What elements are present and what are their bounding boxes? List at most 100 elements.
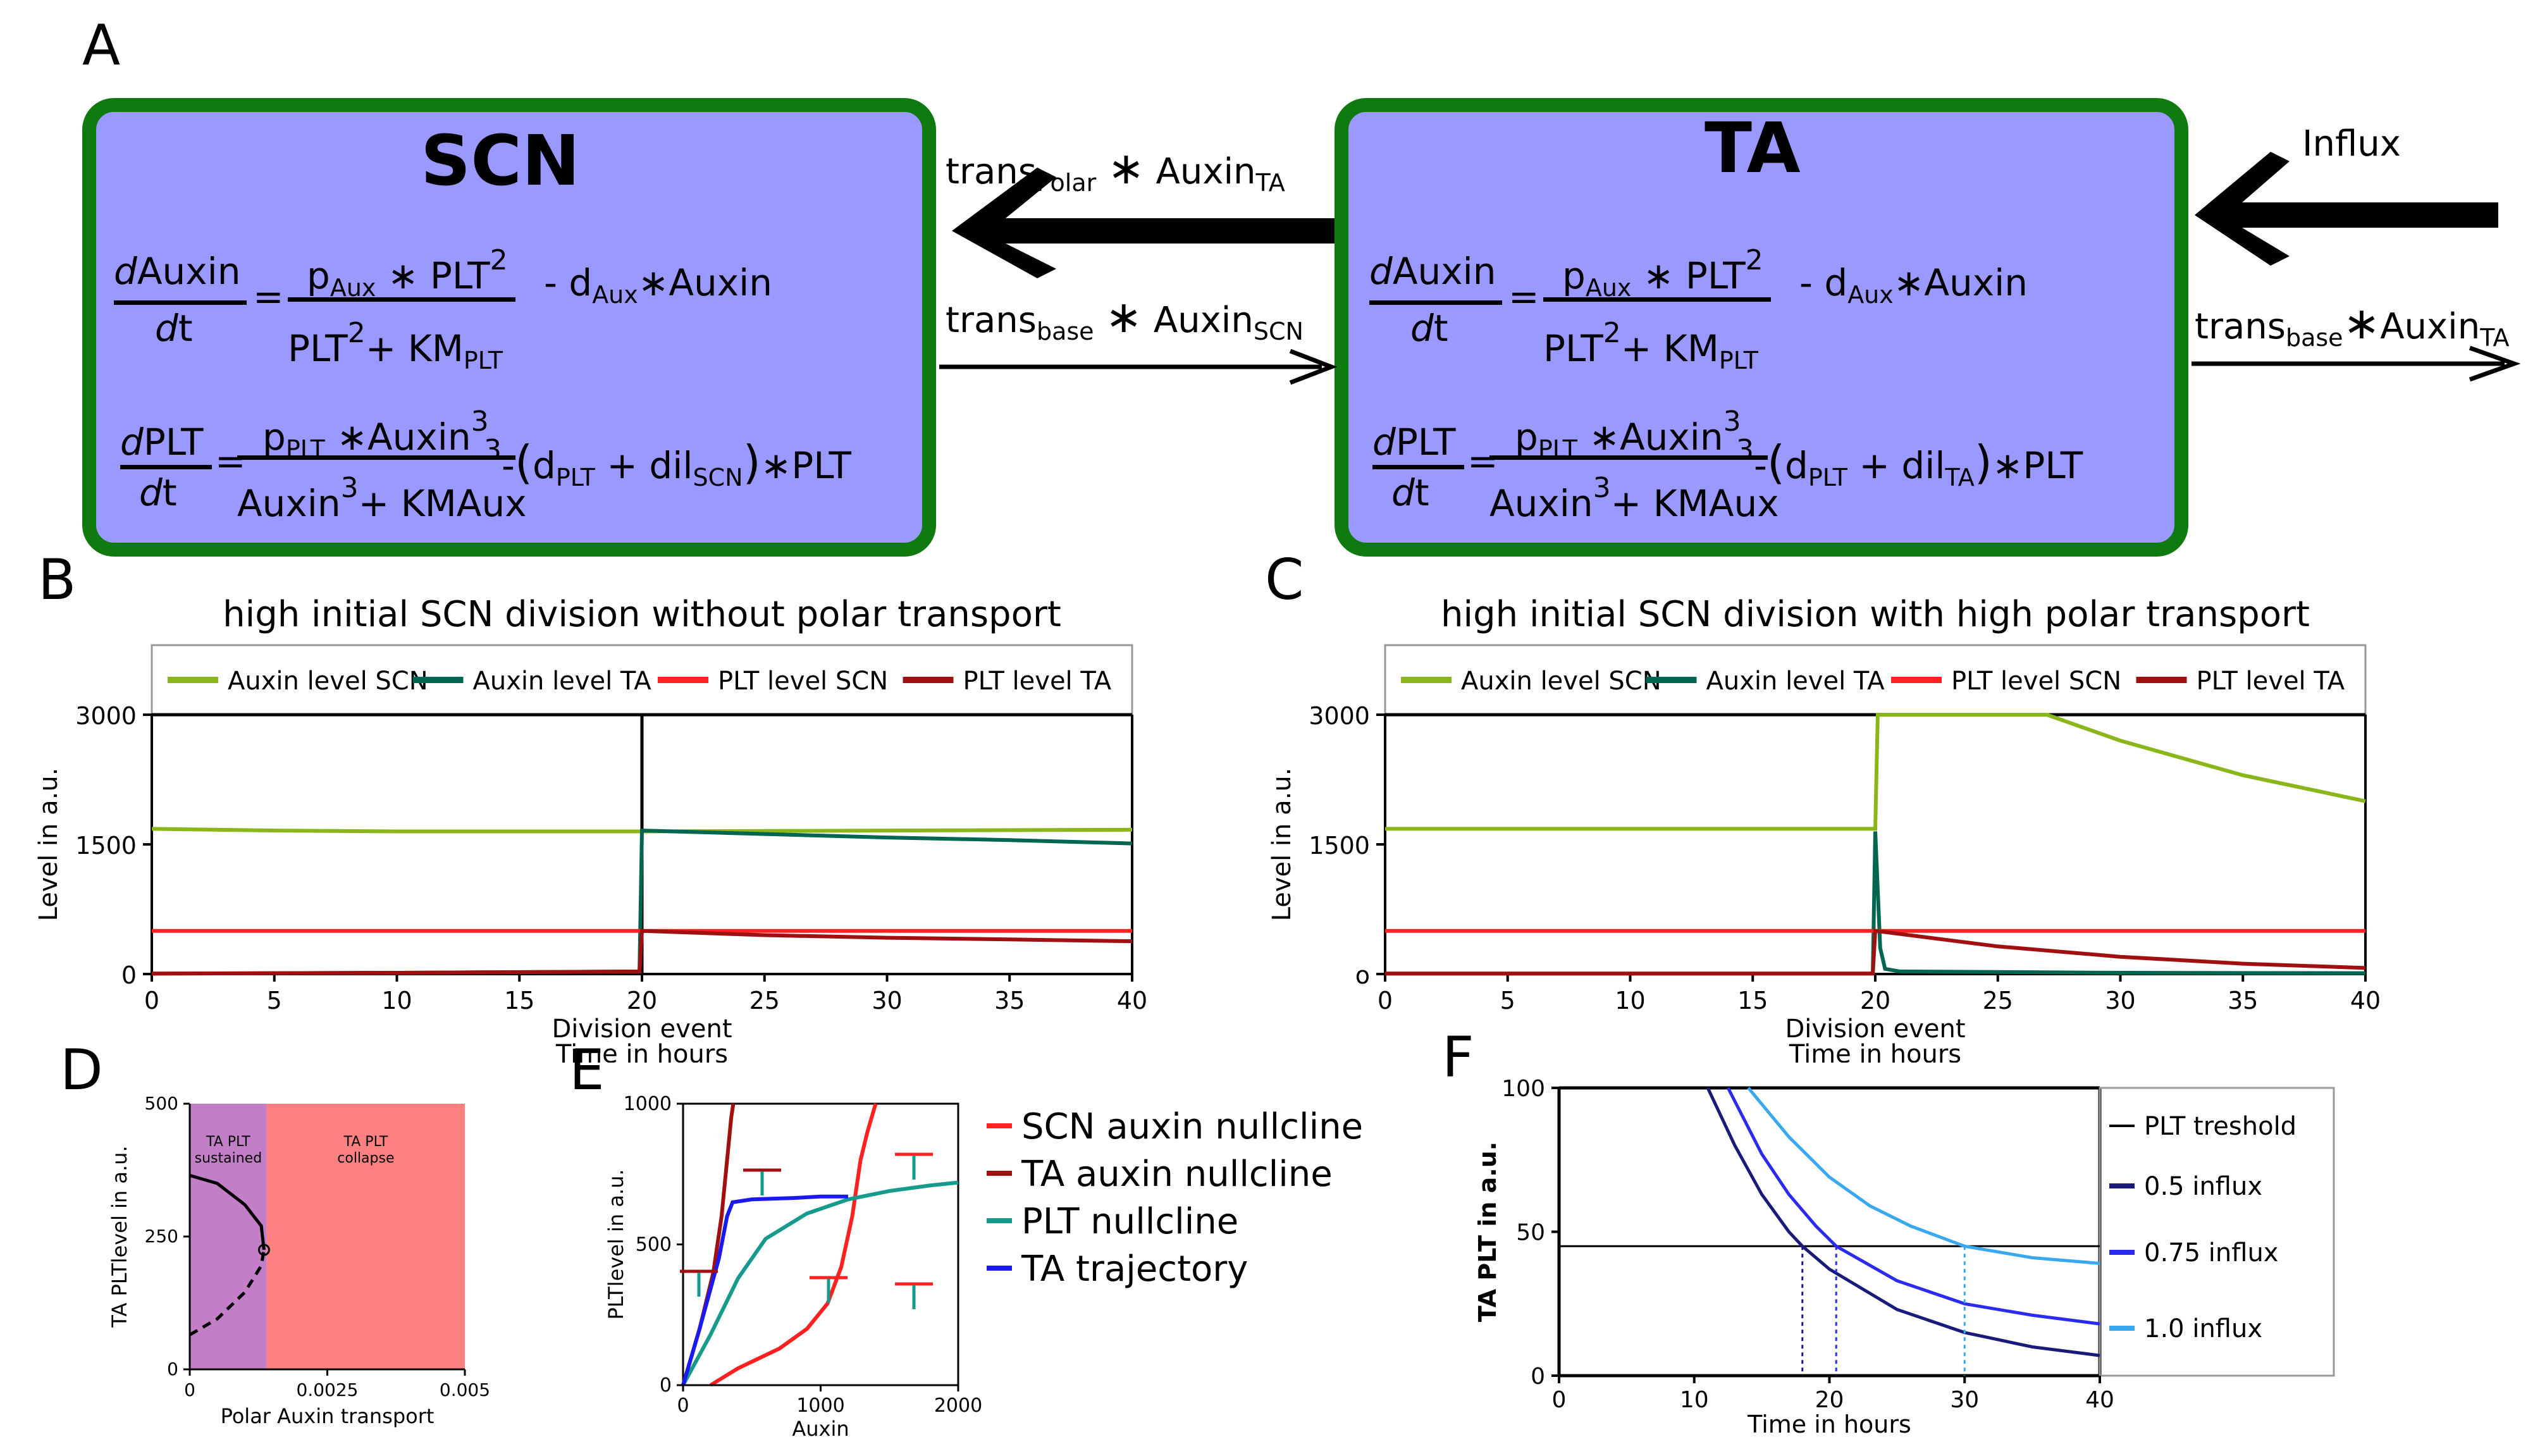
x-tick-label: 15 — [504, 987, 534, 1015]
y-axis-label: Level in a.u. — [34, 768, 63, 922]
panel-label-e: E — [569, 1037, 605, 1102]
x-tick-label: 40 — [2350, 987, 2381, 1015]
y-tick-label: 1500 — [1309, 832, 1370, 860]
legend-box — [2099, 1087, 2335, 1377]
ta-auxin-km: Auxin3+ KMAux — [1489, 472, 1779, 525]
scn-title: SCN — [421, 120, 581, 201]
x-tick-label: 25 — [749, 987, 780, 1015]
ta-box — [1335, 98, 2188, 557]
influx-curve-2 — [1747, 1087, 2100, 1265]
x-axis-label: Time in hours — [1747, 1410, 1911, 1438]
nullcline-1 — [681, 1103, 736, 1386]
x-tick-label: 35 — [2228, 987, 2258, 1015]
x-tick-label: 20 — [627, 987, 657, 1015]
frac-bar — [1489, 455, 1768, 460]
ta-plt-km: PLT2+ KMPLT — [1543, 317, 1758, 374]
x-tick-label: 30 — [1950, 1387, 1979, 1413]
influx-curve-0 — [1706, 1087, 2100, 1357]
y-tick-label: 0 — [167, 1359, 178, 1379]
scn-p-aux: pAux ∗ PLT2 — [307, 244, 508, 302]
nullcline-0 — [709, 1103, 878, 1387]
frac-bar — [237, 455, 515, 460]
scn-plt-decay: 3-(dPLT + dilSCN)∗PLT — [484, 434, 851, 491]
panel-label-c: C — [1265, 547, 1304, 612]
y-tick-label: 500 — [636, 1234, 672, 1256]
frac-bar — [1372, 465, 1464, 469]
equals-sign: = — [253, 275, 284, 318]
dt-label: dt — [1391, 471, 1429, 514]
transport-arrows — [939, 152, 2521, 385]
polar-transport-label: transPolar ∗ AuxinTA — [946, 142, 1285, 197]
legend-label: Auxin level SCN — [1461, 667, 1661, 696]
nullcline-3 — [681, 1194, 848, 1386]
x-tick-label: 0 — [144, 987, 159, 1015]
y-axis-label: TA PLT in a.u. — [1474, 1142, 1501, 1322]
ta-p-plt: pPLT ∗Auxin3 — [1515, 405, 1741, 463]
ta-out-label: transbase∗AuxinTA — [2195, 297, 2510, 352]
chart-b: high initial SCN division without polar … — [34, 594, 1147, 1063]
region-label: collapse — [337, 1151, 394, 1166]
region-1 — [266, 1104, 465, 1369]
ta-decay: - dAux∗Auxin — [1799, 261, 2028, 309]
y-axis-label: PLTlevel in a.u. — [604, 1169, 628, 1319]
equals-sign: = — [1467, 440, 1498, 483]
x-tick-label: 1000 — [796, 1395, 844, 1417]
frac-bar — [1543, 297, 1771, 302]
nullcline-2 — [681, 1180, 959, 1386]
y-axis-label: Level in a.u. — [1267, 768, 1297, 922]
legend-label: 0.75 influx — [2144, 1238, 2278, 1268]
y-tick-label: 100 — [1501, 1076, 1545, 1102]
legend-label: TA auxin nullcline — [1021, 1154, 1333, 1195]
x-tick-label: 0 — [1378, 987, 1393, 1015]
legend-label: SCN auxin nullcline — [1021, 1106, 1363, 1147]
influx-arrow — [2195, 152, 2498, 266]
dt-label: dt — [1410, 307, 1448, 350]
legend-label: 0.5 influx — [2144, 1172, 2262, 1201]
ta-title: TA — [1705, 108, 1801, 188]
x-tick-label: 30 — [2105, 987, 2135, 1015]
y-tick-label: 500 — [145, 1093, 178, 1114]
bifurcation-point — [257, 1243, 270, 1256]
ta-plt-decay: 3-(dPLT + dilTA)∗PLT — [1736, 434, 2083, 491]
x-tick-label: 35 — [994, 987, 1025, 1015]
x-tick-label: 20 — [1815, 1387, 1844, 1413]
x-tick-label: 40 — [1117, 987, 1147, 1015]
x-tick-label: 5 — [267, 987, 282, 1015]
influx-label: Influx — [2302, 123, 2401, 164]
scn-plt-km: PLT2+ KMPLT — [288, 317, 503, 374]
x-tick-label: 0.005 — [440, 1379, 490, 1400]
panel-label-d: D — [60, 1037, 103, 1102]
y-tick-label: 1000 — [624, 1093, 672, 1115]
chart-c: high initial SCN division with high pola… — [1267, 594, 2381, 1063]
scn-box — [82, 98, 936, 557]
region-label: TA PLT — [206, 1134, 250, 1150]
scn-plt-eq: dPLT — [120, 421, 204, 464]
x-axis-label: Polar Auxin transport — [221, 1404, 435, 1428]
x-tick-label: 5 — [1500, 987, 1515, 1015]
y-tick-label: 1500 — [75, 832, 137, 860]
x-tick-label: 20 — [1860, 987, 1890, 1015]
frac-bar — [1369, 300, 1502, 305]
x-tick-label: 25 — [1983, 987, 2013, 1015]
series-line-3 — [1385, 929, 2366, 976]
frac-bar — [114, 300, 247, 305]
region-label: sustained — [195, 1151, 262, 1166]
frac-bar — [120, 465, 212, 469]
plot-frame — [682, 1102, 959, 1386]
legend-label: Auxin level SCN — [228, 667, 428, 696]
chart-e: 0 500 1000 0 1000 2000 Auxin PLTlevel in a.u. SC… — [604, 1093, 1363, 1441]
chart-title: high initial SCN division with high pola… — [1441, 594, 2310, 635]
scn-auxin-km: Auxin3+ KMAux — [237, 472, 527, 525]
legend-label: PLT level TA — [963, 667, 1112, 696]
region-0 — [190, 1104, 267, 1369]
x-tick-label: 0.0025 — [297, 1379, 359, 1400]
y-tick-label: 250 — [145, 1226, 178, 1247]
chart-title: high initial SCN division without polar … — [223, 594, 1061, 635]
x-tick-label: 10 — [381, 987, 412, 1015]
y-tick-label: 0 — [660, 1374, 672, 1397]
influx-curve-1 — [1726, 1087, 2100, 1326]
legend-label: PLT nullcline — [1021, 1201, 1238, 1242]
x-tick-label: 10 — [1680, 1387, 1709, 1413]
equals-sign: = — [1508, 275, 1539, 318]
